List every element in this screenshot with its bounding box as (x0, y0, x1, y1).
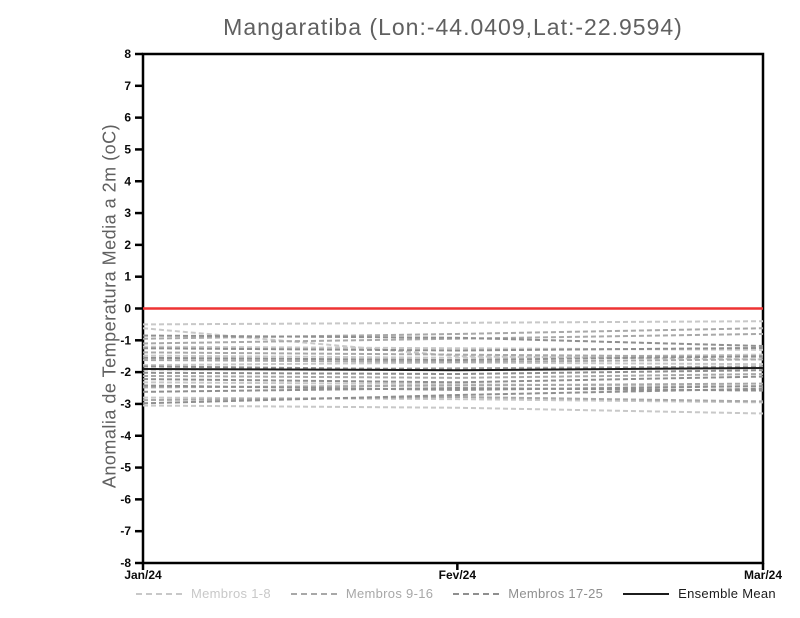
y-axis-tick-label: -2 (120, 365, 131, 379)
y-axis-tick-label: -5 (120, 461, 131, 475)
ensemble-member-line (142, 353, 764, 359)
y-axis-tick-label: -8 (120, 556, 131, 570)
dashed-line-sample-icon (290, 592, 337, 595)
legend-item: Membros 17-25 (453, 586, 603, 601)
y-axis-tick-label: 4 (124, 174, 131, 188)
y-axis-tick-label: -3 (120, 397, 131, 411)
solid-line-sample-icon (623, 592, 670, 595)
y-axis-tick-label: 2 (124, 238, 131, 252)
y-axis-tick-label: 3 (124, 206, 131, 220)
y-axis-tick-label: -6 (120, 492, 131, 506)
legend-label: Membros 17-25 (508, 586, 604, 601)
ensemble-member-line (142, 404, 764, 415)
ensemble-member-line (142, 327, 764, 340)
ensemble-member-line (142, 345, 764, 351)
ensemble-member-line (142, 382, 764, 389)
y-axis-tick-label: 5 (124, 142, 131, 156)
legend-label: Membros 9-16 (345, 586, 434, 601)
ensemble-member-line (142, 369, 764, 376)
ensemble-member-line (142, 387, 764, 405)
ensemble-member-line (142, 381, 764, 388)
ensemble-member-line (142, 327, 764, 361)
legend-item: Ensemble Mean (623, 586, 776, 601)
legend-item: Membros 9-16 (290, 586, 434, 601)
y-axis-tick-label: -7 (120, 524, 131, 538)
ensemble-member-line (142, 358, 764, 363)
y-axis-tick-label: 0 (124, 302, 131, 316)
ensemble-member-line (142, 387, 764, 393)
ensemble-member-line (142, 384, 764, 391)
x-axis-label: Jan/24 (124, 568, 162, 582)
ensemble-member-line (142, 346, 764, 352)
chart-title: Mangaratiba (Lon:-44.0409,Lat:-22.9594) (223, 14, 683, 40)
x-axis-label: Mar/24 (744, 568, 782, 582)
ensemble-member-line (142, 373, 764, 379)
y-axis-tick-label: 7 (124, 79, 131, 93)
dashed-line-sample-icon (453, 592, 500, 595)
x-axis-label: Fev/24 (439, 568, 477, 582)
y-axis-tick-label: 8 (124, 47, 131, 61)
ensemble-member-line (142, 334, 764, 348)
ensemble-member-line (142, 355, 764, 362)
ensemble-member-line (142, 320, 764, 326)
ensemble-member-line (142, 375, 764, 384)
ensemble-mean-line (142, 366, 764, 372)
y-axis-tick-label: -1 (120, 333, 131, 347)
ensemble-member-line (142, 361, 764, 367)
chart-legend: Membros 1-8 Membros 9-16 Membros 17-25 Ense… (136, 586, 776, 601)
y-axis-tick-label: 6 (124, 111, 131, 125)
y-axis-tick-label: 1 (124, 270, 131, 284)
ensemble-member-line (142, 395, 764, 403)
legend-label: Membros 1-8 (191, 586, 271, 601)
legend-label: Ensemble Mean (678, 586, 776, 601)
dashed-line-sample-icon (136, 592, 182, 595)
legend-item: Membros 1-8 (136, 586, 271, 601)
ensemble-member-line (142, 351, 764, 358)
y-axis-tick-label: -4 (120, 429, 131, 443)
